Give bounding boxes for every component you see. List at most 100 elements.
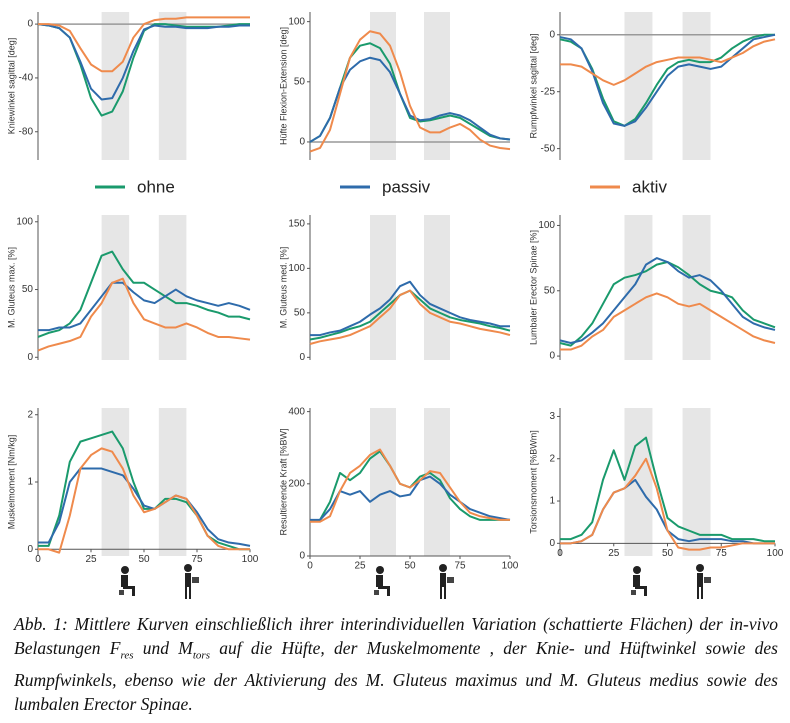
shaded-phase <box>101 408 130 556</box>
y-axis-label: Lumbaler Erector Spinae [%] <box>528 230 538 345</box>
x-tick-label: 50 <box>662 548 674 559</box>
stand-icon <box>696 564 711 599</box>
series-line <box>560 292 776 351</box>
panel: 0 50 100 150 M. Gluteus med. [%] <box>278 215 511 363</box>
shaded-phase <box>424 215 450 360</box>
y-tick-label: 0 <box>27 352 33 363</box>
caption-text: auf die Hüfte, der Muskelmomente , der K… <box>14 638 778 714</box>
series-line <box>560 436 775 543</box>
legend-label: ohne <box>137 177 175 196</box>
series-line <box>310 280 510 337</box>
y-tick-label: 0 <box>27 544 33 555</box>
x-tick-label: 25 <box>85 554 97 565</box>
y-tick-label: 150 <box>288 219 305 230</box>
y-tick-label: 1 <box>27 477 33 488</box>
series-line <box>560 38 776 86</box>
series-line <box>38 16 250 73</box>
y-axis-label: Hüfte Flexion-Extension [deg] <box>278 27 288 145</box>
x-tick-label: 100 <box>767 548 784 559</box>
y-axis-label: Muskelmoment [Nm/kg] <box>6 435 16 530</box>
y-tick-label: 0 <box>299 352 305 363</box>
y-tick-label: 3 <box>549 411 555 422</box>
shaded-phase <box>158 408 187 556</box>
caption-text: und M <box>133 638 193 658</box>
stand-icon <box>184 564 199 599</box>
y-tick-label: 0 <box>549 351 555 362</box>
caption-subscript: tors <box>192 649 210 662</box>
x-tick-label: 0 <box>35 554 41 565</box>
series-line <box>310 448 510 523</box>
x-tick-label: 0 <box>307 561 313 572</box>
caption: Abb. 1: Mittlere Kurven einschließlich i… <box>14 612 778 716</box>
series-line <box>309 30 511 153</box>
y-tick-label: 2 <box>549 453 555 464</box>
x-tick-label: 25 <box>354 561 366 572</box>
x-tick-label: 100 <box>242 554 259 565</box>
caption-subscript: res <box>120 649 134 662</box>
y-axis-label: Rumpfwinkel sagittal [deg] <box>528 33 538 138</box>
shaded-phase <box>682 408 711 556</box>
series-line <box>559 33 776 127</box>
y-tick-label: 50 <box>294 76 306 87</box>
y-axis-label: M. Gluteus med. [%] <box>278 247 288 329</box>
squat-icon <box>119 566 135 596</box>
series-line <box>38 467 251 547</box>
caption-text: Abb. 1: Mittlere Kurven einschließlich i… <box>14 614 778 658</box>
y-tick-label: 200 <box>288 478 305 489</box>
shaded-phase <box>424 12 450 160</box>
shaded-phase <box>370 215 396 360</box>
x-tick-label: 75 <box>716 548 728 559</box>
shaded-phase <box>624 12 653 160</box>
y-tick-label: 1 <box>549 496 555 507</box>
series-line <box>37 23 250 101</box>
series-line <box>559 257 776 345</box>
shaded-phase <box>370 408 396 556</box>
series-line <box>309 289 511 341</box>
legend-label: aktiv <box>632 177 667 196</box>
x-tick-label: 75 <box>454 561 466 572</box>
x-tick-label: 50 <box>404 561 416 572</box>
y-tick-label: 50 <box>22 284 34 295</box>
shaded-phase <box>624 215 653 360</box>
y-tick-label: 0 <box>549 29 555 40</box>
x-tick-label: 0 <box>557 548 563 559</box>
panel: 0 1 2 3 0 25 50 75 100 Torsionsmoment [%BWm] <box>528 408 784 559</box>
squat-icon <box>631 566 647 596</box>
y-tick-label: 100 <box>538 220 555 231</box>
y-tick-label: 100 <box>288 16 305 27</box>
y-tick-label: 50 <box>294 307 306 318</box>
y-axis-label: Torsionsmoment [%BWm] <box>528 430 538 534</box>
shaded-phase <box>158 215 187 360</box>
squat-icon <box>374 566 390 596</box>
series-line <box>37 277 251 352</box>
shaded-phase <box>370 12 396 160</box>
shaded-phase <box>158 12 187 160</box>
x-tick-label: 50 <box>138 554 150 565</box>
icons <box>119 564 711 599</box>
y-tick-label: 2 <box>27 409 33 420</box>
series-line <box>309 289 511 345</box>
y-tick-label: 0 <box>549 538 555 549</box>
y-tick-label: -40 <box>19 73 34 84</box>
x-tick-label: 25 <box>608 548 620 559</box>
series-line <box>38 447 250 554</box>
y-tick-label: 400 <box>288 406 305 417</box>
series-line <box>309 42 511 143</box>
y-axis-label: Resultierende Kraft [%BW] <box>278 428 288 535</box>
y-axis-label: Kniewinkel sagittal [deg] <box>6 38 16 135</box>
legend-label: passiv <box>382 177 431 196</box>
stand-icon <box>439 564 454 599</box>
series-line <box>310 475 511 521</box>
panel: 0 1 2 0 25 50 75 100 Muskelmoment [Nm/kg] <box>6 408 259 565</box>
series-line <box>37 250 251 338</box>
y-tick-label: 100 <box>288 263 305 274</box>
shaded-phase <box>101 215 130 360</box>
x-tick-label: 75 <box>191 554 203 565</box>
panel: 0 50 100 M. Gluteus max. [%] <box>6 215 251 363</box>
